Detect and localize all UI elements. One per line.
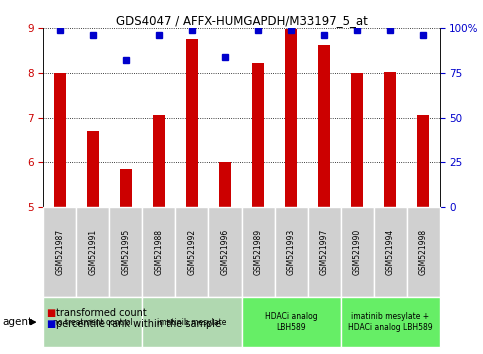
Text: GSM521998: GSM521998 [419, 229, 427, 275]
Bar [318, 45, 330, 207]
Text: agent: agent [2, 317, 32, 327]
Text: imatinib mesylate: imatinib mesylate [157, 318, 227, 327]
Bar [153, 115, 165, 207]
Text: GSM521994: GSM521994 [385, 229, 395, 275]
Bar [341, 207, 373, 297]
Bar [175, 207, 209, 297]
Bar [142, 297, 242, 347]
Text: GSM521989: GSM521989 [254, 229, 262, 275]
Text: imatinib mesylate +
HDACi analog LBH589: imatinib mesylate + HDACi analog LBH589 [348, 313, 432, 332]
Bar [417, 115, 429, 207]
Text: GSM521988: GSM521988 [155, 229, 163, 275]
Bar [209, 207, 242, 297]
Text: GSM521993: GSM521993 [286, 229, 296, 275]
Text: HDACi analog
LBH589: HDACi analog LBH589 [265, 313, 317, 332]
Text: GSM521995: GSM521995 [122, 229, 130, 275]
Bar [76, 207, 110, 297]
Bar [341, 297, 440, 347]
Text: GSM521990: GSM521990 [353, 229, 361, 275]
Text: GSM521997: GSM521997 [320, 229, 328, 275]
Bar [186, 40, 198, 207]
Bar [110, 207, 142, 297]
Bar [351, 73, 363, 207]
Bar [87, 131, 99, 207]
Bar [219, 161, 231, 207]
Bar [308, 207, 341, 297]
Bar [373, 207, 407, 297]
Text: percentile rank within the sample: percentile rank within the sample [56, 319, 221, 329]
Bar [242, 207, 274, 297]
Text: GSM521996: GSM521996 [221, 229, 229, 275]
Bar [43, 207, 76, 297]
Bar [407, 207, 440, 297]
Text: GSM521992: GSM521992 [187, 229, 197, 275]
Text: GSM521987: GSM521987 [56, 229, 64, 275]
Bar [54, 73, 66, 207]
Bar [384, 72, 396, 207]
Text: GSM521991: GSM521991 [88, 229, 98, 275]
Bar [43, 297, 142, 347]
Bar [285, 29, 297, 207]
Title: GDS4047 / AFFX-HUMGAPDH/M33197_5_at: GDS4047 / AFFX-HUMGAPDH/M33197_5_at [115, 14, 368, 27]
Text: ■: ■ [46, 308, 55, 318]
Text: ■: ■ [46, 319, 55, 329]
Bar [142, 207, 175, 297]
Bar [120, 169, 132, 207]
Text: transformed count: transformed count [56, 308, 146, 318]
Bar [274, 207, 308, 297]
Bar [252, 63, 264, 207]
Text: no treatment control: no treatment control [53, 318, 133, 327]
Bar [242, 297, 341, 347]
